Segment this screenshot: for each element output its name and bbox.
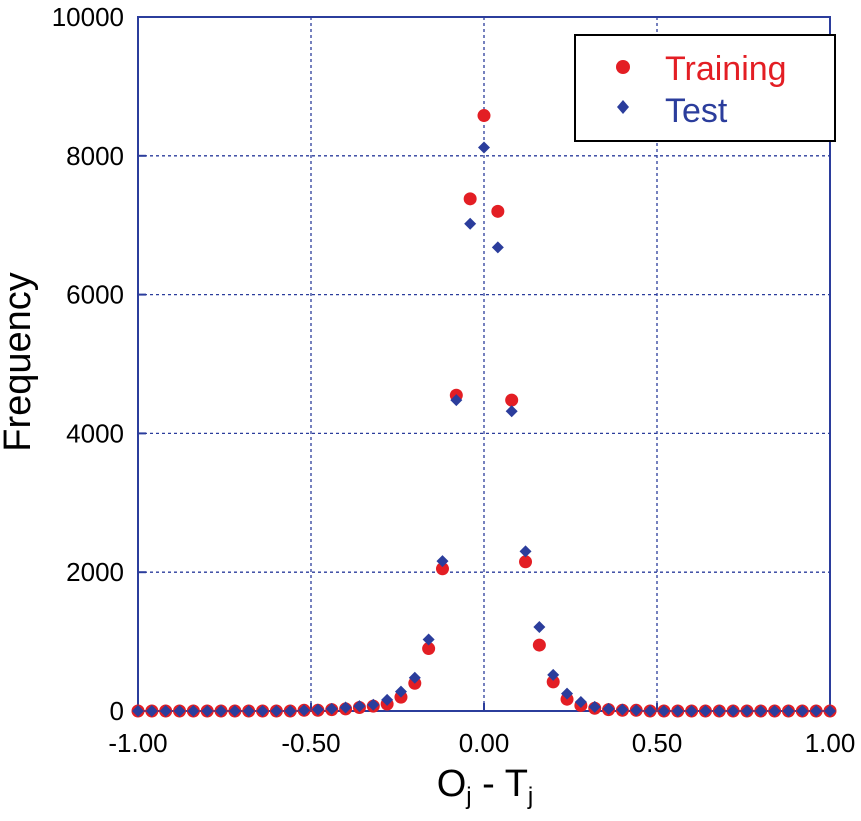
y-tick-label: 10000 <box>52 2 124 32</box>
test-point <box>561 687 574 700</box>
test-point <box>740 705 753 717</box>
x-axis-title: Oj - Tj <box>437 763 534 810</box>
test-point <box>450 394 463 407</box>
training-point <box>463 192 477 206</box>
training-point <box>532 638 546 652</box>
test-point <box>201 705 214 717</box>
test-point <box>602 702 615 715</box>
y-tick-label: 2000 <box>66 557 124 587</box>
test-point <box>145 705 158 717</box>
y-tick-label: 0 <box>110 696 124 726</box>
legend-marker-training <box>616 60 630 74</box>
test-point <box>325 702 338 715</box>
grid-lines <box>138 17 830 711</box>
y-tick-label: 4000 <box>66 418 124 448</box>
training-point <box>422 642 436 656</box>
test-point <box>256 705 269 717</box>
test-point <box>159 705 172 717</box>
test-point <box>436 555 449 568</box>
test-point <box>367 698 380 711</box>
test-point <box>547 668 560 681</box>
test-point <box>713 705 726 717</box>
test-point <box>478 141 490 154</box>
test-point <box>671 705 684 717</box>
test-point <box>408 671 421 684</box>
test-point <box>422 633 435 646</box>
legend-label-test: Test <box>665 92 728 130</box>
test-point <box>353 700 366 713</box>
test-point <box>270 705 283 717</box>
test-point <box>381 693 394 706</box>
test-point <box>657 705 670 717</box>
legend-box <box>574 34 836 142</box>
test-point <box>187 705 200 717</box>
training-point <box>477 109 491 123</box>
test-point <box>491 241 504 254</box>
x-tick-label: 1.00 <box>805 728 856 758</box>
x-tick-label: -1.00 <box>108 728 167 758</box>
test-point <box>284 705 297 717</box>
test-point <box>768 705 781 717</box>
legend: Training Test <box>574 34 836 142</box>
test-point <box>132 705 144 717</box>
training-point <box>491 204 505 218</box>
x-tick-label: 0.50 <box>632 728 683 758</box>
test-point <box>242 705 255 717</box>
test-point <box>519 545 532 558</box>
x-axis-title-sub-j2: j <box>527 783 533 810</box>
test-point <box>754 705 767 717</box>
test-point <box>685 705 698 717</box>
test-point <box>533 621 546 634</box>
y-tick-label: 6000 <box>66 280 124 310</box>
axis-ticks: -1.00 -0.50 0.00 0.50 1.00 0 2000 4000 6000 8000 1… <box>52 2 856 758</box>
x-axis-title-mid: - T <box>472 763 528 805</box>
test-point <box>782 705 795 717</box>
test-point <box>644 705 657 717</box>
test-point <box>505 405 518 418</box>
test-point <box>727 705 740 717</box>
test-point <box>298 704 311 717</box>
legend-label-training: Training <box>665 50 787 88</box>
data-markers <box>131 109 837 718</box>
test-point <box>464 217 477 230</box>
legend-marker-test <box>617 100 629 114</box>
x-axis-title-o: O <box>437 763 467 805</box>
test-point <box>796 705 809 717</box>
test-point <box>394 685 407 698</box>
x-tick-label: -0.50 <box>281 728 340 758</box>
x-axis-title-sub-j1: j <box>465 783 471 810</box>
test-point <box>173 705 186 717</box>
test-point <box>699 705 712 717</box>
test-point <box>311 703 324 716</box>
training-point <box>519 555 533 569</box>
test-point <box>810 705 823 717</box>
training-point <box>435 562 449 576</box>
test-point <box>588 700 601 713</box>
x-tick-label: 0.00 <box>459 728 510 758</box>
test-point <box>215 705 228 717</box>
y-axis-title: Frequency <box>0 272 39 452</box>
test-point <box>339 701 352 714</box>
test-point <box>630 704 643 717</box>
test-point <box>616 703 629 716</box>
training-point <box>505 393 519 407</box>
test-point <box>574 695 587 708</box>
test-point <box>824 705 836 717</box>
training-point <box>546 675 560 689</box>
test-point <box>228 705 241 717</box>
y-tick-label: 8000 <box>66 141 124 171</box>
